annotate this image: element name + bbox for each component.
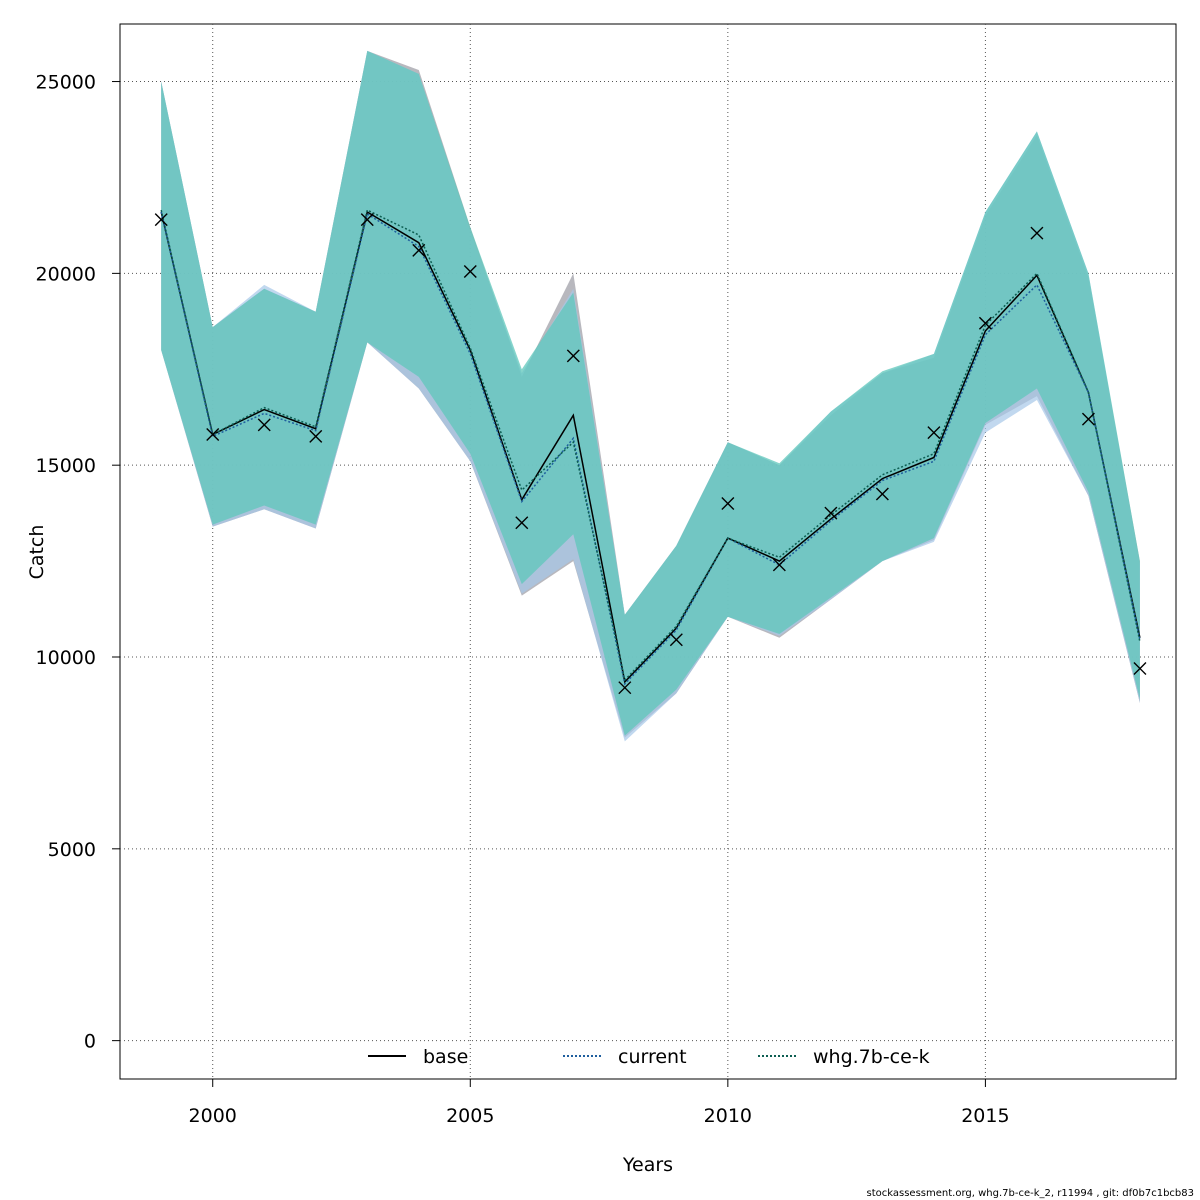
observation-markers bbox=[154, 213, 1147, 695]
observation-marker bbox=[927, 426, 941, 440]
observation-marker bbox=[566, 349, 580, 363]
observation-marker bbox=[412, 243, 426, 257]
y-tick-label: 25000 bbox=[36, 72, 96, 94]
y-tick-label: 20000 bbox=[36, 263, 96, 285]
observation-marker bbox=[515, 516, 529, 530]
observation-marker bbox=[1030, 226, 1044, 240]
legend-label: current bbox=[618, 1046, 687, 1068]
y-tick-label: 15000 bbox=[36, 455, 96, 477]
y-tick-label: 10000 bbox=[36, 647, 96, 669]
x-tick-label: 2000 bbox=[189, 1105, 237, 1127]
x-tick-label: 2015 bbox=[961, 1105, 1009, 1127]
y-tick-label: 5000 bbox=[48, 839, 96, 861]
x-axis-title: Years bbox=[622, 1154, 673, 1176]
y-axis: 0 5000 10000 15000 20000 25000 bbox=[36, 72, 120, 1053]
series-line-current bbox=[160, 211, 1141, 686]
confidence-bands bbox=[161, 50, 1140, 742]
x-axis: 2000 2005 2010 2015 bbox=[189, 1079, 1010, 1127]
observation-marker bbox=[618, 681, 632, 695]
legend: base current whg.7b-ce-k bbox=[368, 1046, 930, 1068]
legend-label: whg.7b-ce-k bbox=[813, 1046, 930, 1068]
observation-marker bbox=[206, 427, 220, 441]
observation-marker bbox=[309, 429, 323, 443]
observation-marker bbox=[824, 506, 838, 520]
footer-text: stockassessment.org, whg.7b-ce-k_2, r119… bbox=[867, 1188, 1194, 1199]
observation-marker bbox=[772, 558, 786, 572]
observation-marker bbox=[257, 418, 271, 432]
observation-marker bbox=[1081, 412, 1095, 426]
series-lines bbox=[160, 209, 1141, 686]
observation-marker bbox=[1133, 662, 1147, 676]
legend-label: base bbox=[423, 1046, 468, 1068]
confidence-band-whg-7b-ce-k bbox=[161, 50, 1140, 736]
series-line-whg-7b-ce-k bbox=[160, 209, 1141, 682]
observation-marker bbox=[154, 213, 168, 227]
observation-marker bbox=[875, 487, 889, 501]
plot-area bbox=[119, 23, 1177, 1080]
y-axis-title: Catch bbox=[26, 525, 48, 580]
y-tick-label: 0 bbox=[84, 1031, 96, 1053]
x-tick-label: 2010 bbox=[704, 1105, 752, 1127]
observation-marker bbox=[721, 497, 735, 511]
observation-marker bbox=[978, 316, 992, 330]
plot-frame bbox=[119, 23, 1177, 1080]
observation-marker bbox=[669, 633, 683, 647]
observation-marker bbox=[360, 213, 374, 227]
observation-marker bbox=[463, 264, 477, 278]
x-tick-label: 2005 bbox=[446, 1105, 494, 1127]
